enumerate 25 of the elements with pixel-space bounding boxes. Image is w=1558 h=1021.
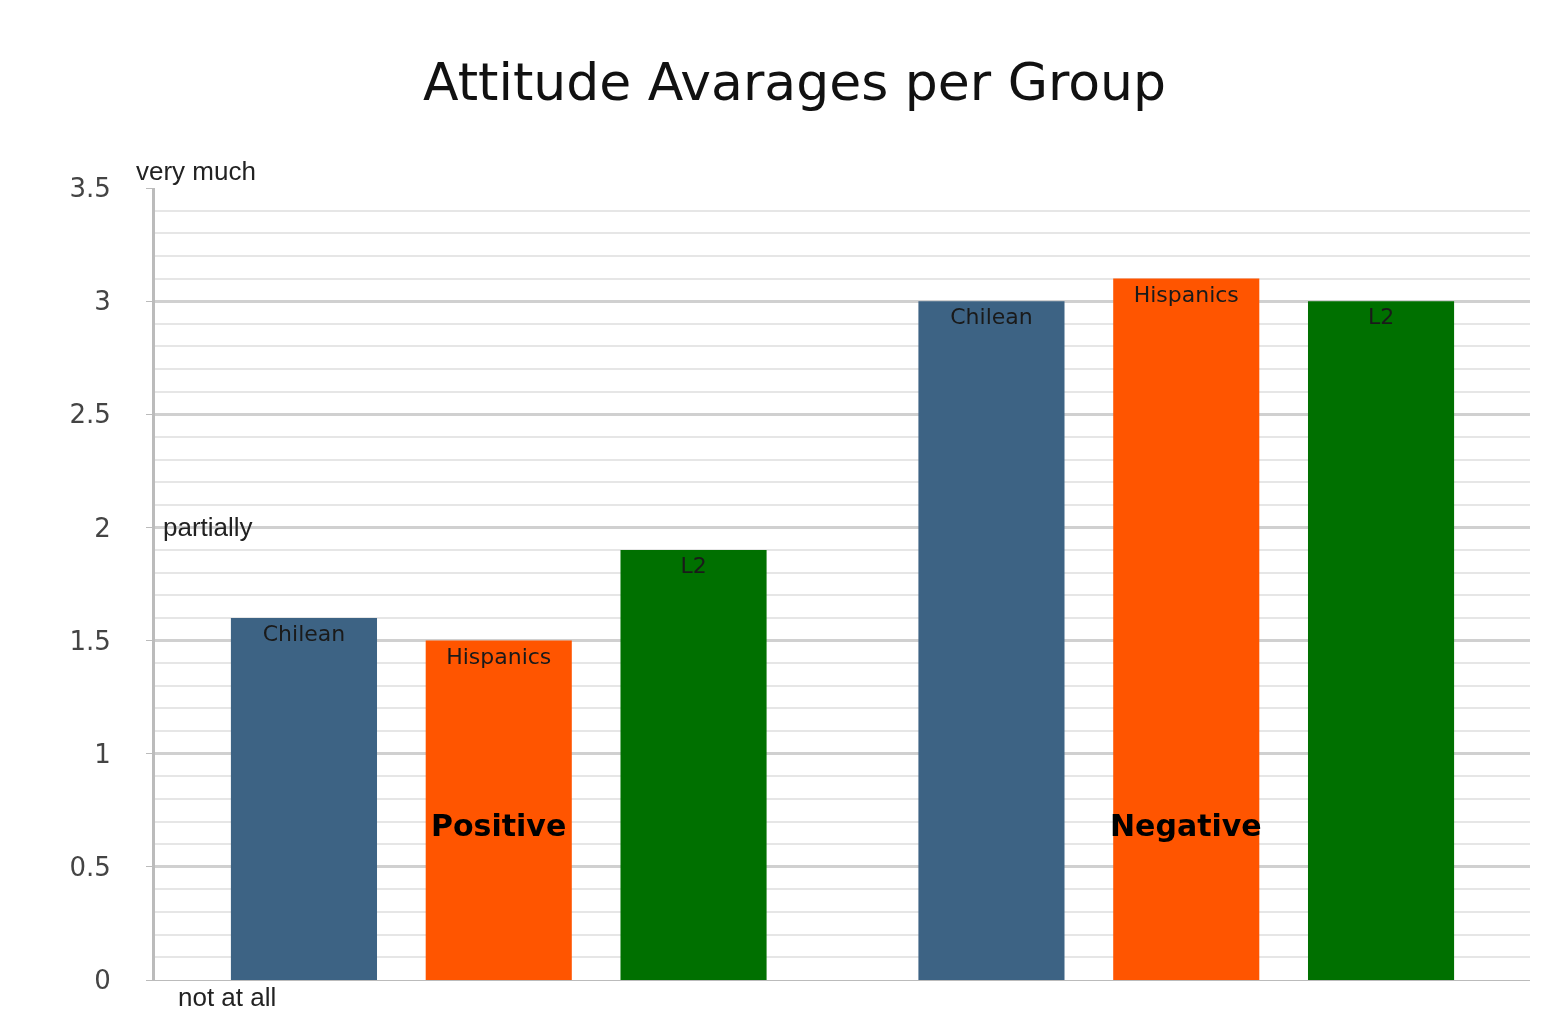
series-label: Hispanics bbox=[446, 643, 552, 669]
series-label: L2 bbox=[680, 553, 707, 579]
x-tick-label: Positive bbox=[431, 808, 567, 843]
annotation: partially bbox=[163, 512, 253, 542]
y-tick-label: 1 bbox=[94, 738, 111, 769]
y-tick-label: 0.5 bbox=[69, 851, 111, 882]
bar bbox=[425, 640, 572, 980]
y-tick-label: 0 bbox=[94, 965, 111, 996]
y-tick-label: 3.5 bbox=[69, 173, 111, 204]
series-label: Chilean bbox=[262, 620, 346, 646]
text: Hispanics bbox=[1133, 281, 1239, 307]
bar bbox=[918, 301, 1065, 980]
text: very much bbox=[136, 156, 256, 186]
text: not at all bbox=[178, 982, 277, 1012]
bar bbox=[1113, 278, 1260, 980]
y-tick-label: 2.5 bbox=[69, 399, 111, 430]
text: Chilean bbox=[950, 304, 1033, 330]
bar bbox=[620, 550, 767, 980]
chart-title: Attitude Avarages per Group bbox=[423, 51, 1167, 112]
bar bbox=[230, 617, 378, 980]
y-tick-label: 2 bbox=[94, 512, 111, 543]
y-tick-label: 3 bbox=[94, 286, 111, 317]
y-tick-label: 1.5 bbox=[69, 625, 111, 656]
text: L2 bbox=[1367, 304, 1395, 330]
bar bbox=[1307, 301, 1455, 980]
